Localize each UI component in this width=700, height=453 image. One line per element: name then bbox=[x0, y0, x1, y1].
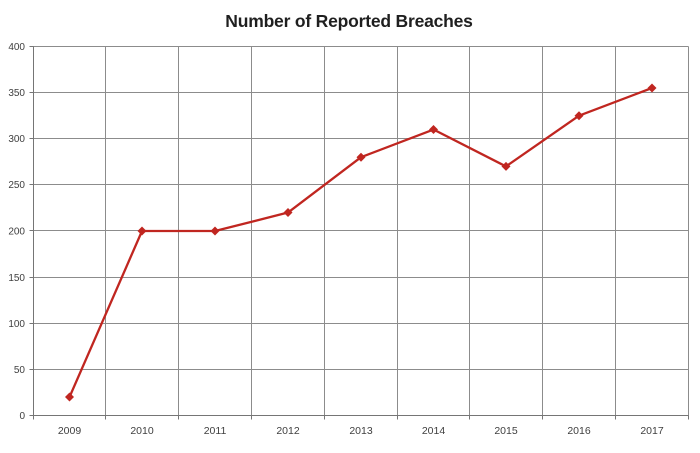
svg-text:100: 100 bbox=[8, 319, 25, 330]
svg-text:0: 0 bbox=[19, 411, 25, 422]
svg-text:50: 50 bbox=[14, 365, 26, 376]
svg-text:2011: 2011 bbox=[204, 425, 227, 437]
svg-text:350: 350 bbox=[8, 88, 25, 99]
svg-text:400: 400 bbox=[8, 42, 25, 53]
svg-text:2010: 2010 bbox=[130, 425, 154, 437]
svg-text:250: 250 bbox=[8, 180, 25, 191]
svg-text:150: 150 bbox=[8, 273, 25, 284]
svg-text:2015: 2015 bbox=[494, 425, 518, 437]
svg-text:2012: 2012 bbox=[276, 425, 300, 437]
svg-text:2017: 2017 bbox=[640, 425, 664, 437]
svg-text:2009: 2009 bbox=[58, 425, 82, 437]
svg-text:200: 200 bbox=[8, 227, 25, 238]
svg-text:2014: 2014 bbox=[422, 425, 446, 437]
svg-text:2013: 2013 bbox=[349, 425, 373, 437]
svg-text:Number of Reported Breaches: Number of Reported Breaches bbox=[225, 11, 473, 31]
svg-text:300: 300 bbox=[8, 134, 25, 145]
svg-text:2016: 2016 bbox=[567, 425, 591, 437]
